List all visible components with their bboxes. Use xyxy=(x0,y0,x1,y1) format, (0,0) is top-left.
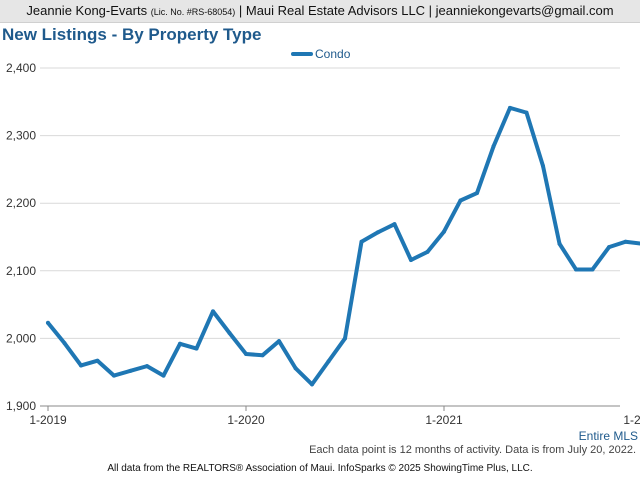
data-point xyxy=(178,341,182,346)
gridlines xyxy=(40,67,620,407)
data-point xyxy=(260,353,265,358)
y-tick-label: 2,200 xyxy=(6,196,36,210)
series-layer xyxy=(46,105,640,387)
license-number: (Lic. No. #RS-68054) xyxy=(150,7,236,17)
data-point xyxy=(458,198,463,203)
x-axis-ticks: 1-2019 1-2020 1-2021 1-2022 xyxy=(29,406,640,427)
data-point xyxy=(409,257,413,262)
agent-name: Jeannie Kong-Evarts xyxy=(26,3,148,18)
data-point xyxy=(425,249,430,254)
data-point xyxy=(79,363,83,368)
y-tick-label: 2,000 xyxy=(6,331,36,345)
data-point xyxy=(623,239,628,244)
series-line-condo xyxy=(46,105,640,387)
legend-label: Condo xyxy=(315,47,351,61)
data-point xyxy=(359,239,364,244)
data-point xyxy=(46,320,50,325)
footnote: Each data point is 12 months of activity… xyxy=(309,444,636,456)
scope-label[interactable]: Entire MLS xyxy=(579,429,638,440)
data-point xyxy=(244,351,248,356)
x-tick-label: 1-2022 xyxy=(623,413,640,427)
y-axis-ticks: 1,900 2,000 2,100 2,200 2,300 2,400 xyxy=(6,61,36,413)
data-point xyxy=(442,229,446,234)
data-point xyxy=(392,222,397,227)
data-point xyxy=(491,144,496,149)
data-point xyxy=(475,191,479,196)
data-point xyxy=(574,267,578,272)
data-point xyxy=(277,339,281,344)
data-point xyxy=(508,105,512,110)
x-tick-label: 1-2020 xyxy=(227,413,265,427)
data-point xyxy=(145,364,149,369)
x-tick-label: 1-2021 xyxy=(425,413,463,427)
source-credit: All data from the REALTORS® Association … xyxy=(107,463,533,474)
data-point xyxy=(62,341,67,346)
legend: Condo xyxy=(291,47,351,61)
data-point xyxy=(590,267,595,272)
data-point xyxy=(343,336,347,341)
y-tick-label: 1,900 xyxy=(6,399,36,413)
y-tick-label: 2,300 xyxy=(6,129,36,143)
data-point xyxy=(541,164,545,169)
data-point xyxy=(293,366,298,371)
data-point xyxy=(194,346,199,351)
data-point xyxy=(310,382,314,387)
data-point xyxy=(227,330,232,335)
data-point xyxy=(95,358,100,363)
data-point xyxy=(376,230,380,235)
data-point xyxy=(326,359,331,364)
data-point xyxy=(607,245,611,250)
data-point xyxy=(557,241,562,246)
chart-title: New Listings - By Property Type xyxy=(2,25,262,44)
y-tick-label: 2,100 xyxy=(6,264,36,278)
y-tick-label: 2,400 xyxy=(6,61,36,75)
data-point xyxy=(211,309,215,314)
header-bar: Jeannie Kong-Evarts (Lic. No. #RS-68054)… xyxy=(0,0,640,23)
agent-details: | Maui Real Estate Advisors LLC | jeanni… xyxy=(238,3,614,18)
x-tick-label: 1-2019 xyxy=(29,413,67,427)
data-point xyxy=(112,373,116,378)
data-point xyxy=(524,110,529,115)
data-point xyxy=(128,368,133,373)
data-point xyxy=(161,373,166,378)
